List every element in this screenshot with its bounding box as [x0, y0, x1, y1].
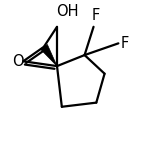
- Text: F: F: [121, 36, 129, 51]
- Text: F: F: [92, 8, 100, 23]
- Polygon shape: [41, 44, 57, 66]
- Text: O: O: [12, 54, 23, 69]
- Text: OH: OH: [56, 4, 79, 19]
